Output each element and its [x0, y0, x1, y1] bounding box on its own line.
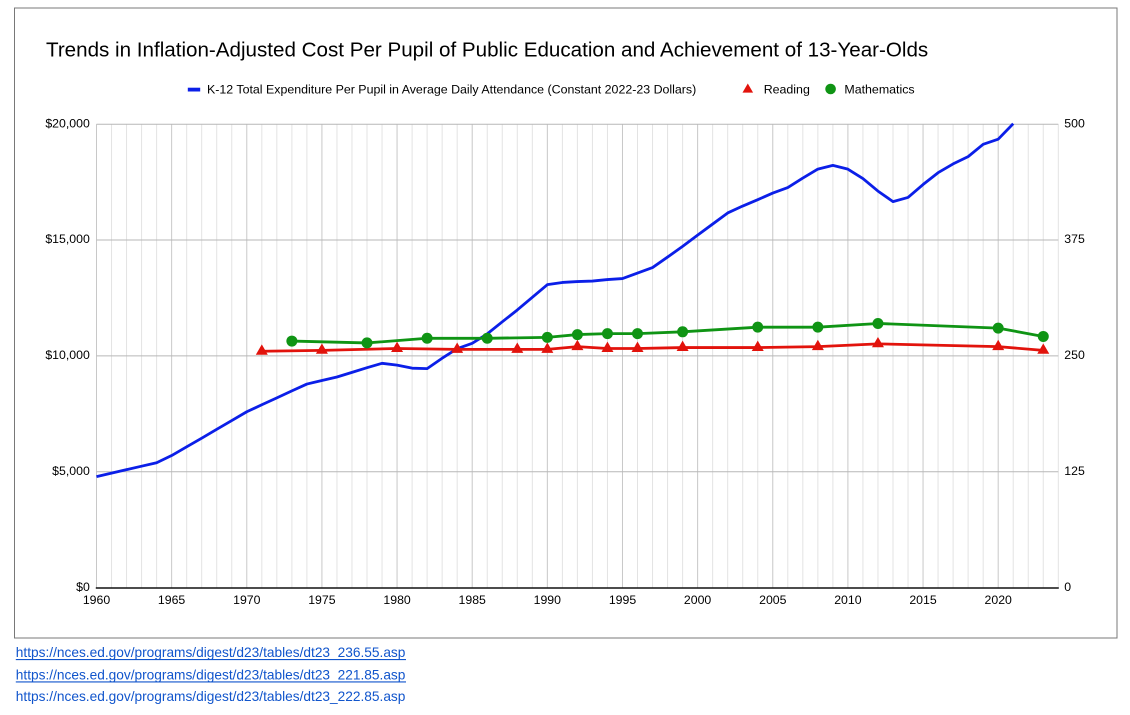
- svg-text:2000: 2000: [684, 593, 712, 607]
- svg-text:$5,000: $5,000: [52, 464, 90, 478]
- svg-text:2005: 2005: [759, 593, 787, 607]
- svg-text:1990: 1990: [534, 593, 562, 607]
- svg-text:1975: 1975: [308, 593, 336, 607]
- svg-text:1995: 1995: [609, 593, 637, 607]
- svg-text:1985: 1985: [459, 593, 487, 607]
- svg-text:2020: 2020: [985, 593, 1013, 607]
- svg-text:$20,000: $20,000: [45, 116, 90, 130]
- svg-text:Mathematics: Mathematics: [844, 82, 914, 96]
- svg-text:375: 375: [1064, 232, 1085, 246]
- svg-text:2015: 2015: [909, 593, 937, 607]
- svg-text:1960: 1960: [83, 593, 111, 607]
- svg-text:500: 500: [1064, 116, 1085, 130]
- svg-text:K-12 Total Expenditure Per Pup: K-12 Total Expenditure Per Pupil in Aver…: [207, 82, 696, 96]
- svg-text:250: 250: [1064, 348, 1085, 362]
- svg-text:$0: $0: [76, 580, 90, 594]
- svg-text:https://nces.ed.gov/programs/d: https://nces.ed.gov/programs/digest/d23/…: [16, 667, 406, 682]
- svg-text:$15,000: $15,000: [45, 232, 90, 246]
- svg-text:1980: 1980: [383, 593, 411, 607]
- svg-text:0: 0: [1064, 580, 1071, 594]
- svg-text:https://nces.ed.gov/programs/d: https://nces.ed.gov/programs/digest/d23/…: [16, 645, 406, 660]
- svg-text:Reading: Reading: [764, 82, 810, 96]
- svg-text:$10,000: $10,000: [45, 348, 90, 362]
- svg-text:Trends in Inflation-Adjusted C: Trends in Inflation-Adjusted Cost Per Pu…: [46, 39, 928, 62]
- svg-text:1970: 1970: [233, 593, 261, 607]
- svg-text:2010: 2010: [834, 593, 862, 607]
- svg-text:https://nces.ed.gov/programs/d: https://nces.ed.gov/programs/digest/d23/…: [16, 689, 406, 704]
- svg-text:125: 125: [1064, 464, 1085, 478]
- svg-text:1965: 1965: [158, 593, 186, 607]
